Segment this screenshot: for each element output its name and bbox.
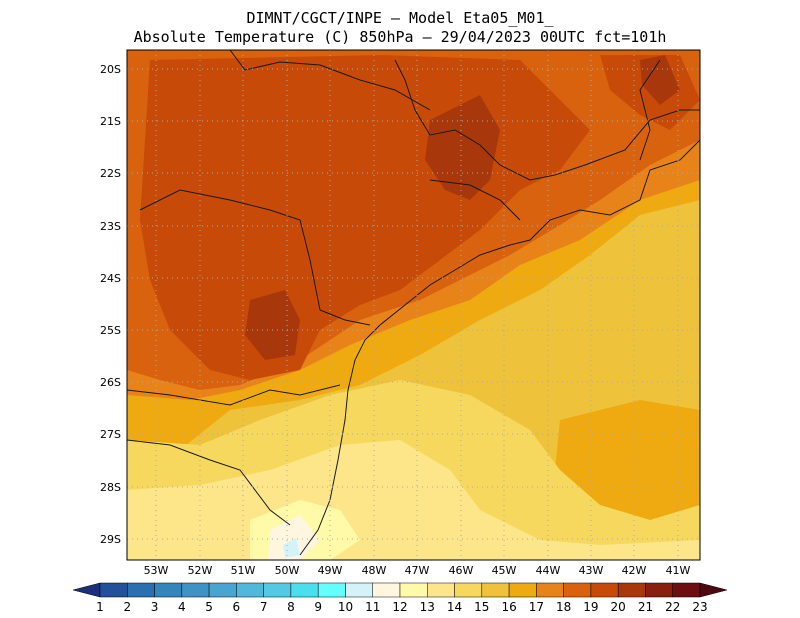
lat-label: 24S: [100, 272, 121, 285]
graticule: [127, 50, 700, 560]
field-21-ne: [640, 55, 680, 105]
colorbar-segment: [127, 582, 155, 598]
lat-label: 21S: [100, 115, 121, 128]
lon-label: 41W: [666, 564, 691, 577]
lon-label: 49W: [318, 564, 343, 577]
colorbar-segment: [481, 582, 510, 598]
colorbar-segment: [617, 582, 646, 598]
colorbar-label: 15: [474, 600, 489, 614]
colorbar-label: 4: [178, 600, 186, 614]
lon-label: 51W: [231, 564, 256, 577]
map-title-line-1: DIMNT/CGCT/INPE – Model Eta05_M01_: [246, 9, 554, 27]
colorbar-label: 12: [392, 600, 407, 614]
colorbar-label: 9: [314, 600, 322, 614]
lon-label: 44W: [536, 564, 561, 577]
colorbar-segment: [645, 582, 673, 598]
colorbar-arrow-high: [699, 582, 728, 598]
colorbar-label: 13: [420, 600, 435, 614]
lon-label: 46W: [449, 564, 474, 577]
lat-label: 26S: [100, 376, 121, 389]
colorbar-segment: [372, 582, 401, 598]
colorbar-label: 14: [447, 600, 462, 614]
colorbar-segment: [181, 582, 210, 598]
colorbar-segment: [99, 582, 128, 598]
colorbar-label: 11: [365, 600, 380, 614]
colorbar-segment: [427, 582, 455, 598]
colorbar-segment: [563, 582, 592, 598]
colorbar-label: 1: [96, 600, 104, 614]
lon-label: 47W: [405, 564, 430, 577]
colorbar-segment: [536, 582, 564, 598]
map-title-line-2: Absolute Temperature (C) 850hPa – 29/04/…: [133, 28, 667, 46]
lat-label: 23S: [100, 220, 121, 233]
colorbar-labels: 1 2 3 4 5 6 7 8 9 10 11 12 13 14 15 16 17 18 19 20 21 22 23: [96, 600, 707, 614]
colorbar-label: 3: [151, 600, 159, 614]
colorbar-label: 19: [583, 600, 598, 614]
colorbar-label: 16: [501, 600, 516, 614]
colorbar-segment: [345, 582, 373, 598]
longitude-labels: 53W 52W 51W 50W 49W 48W 47W 46W 45W 44W …: [144, 564, 691, 577]
colorbar-segment: [208, 582, 237, 598]
lon-label: 42W: [622, 564, 647, 577]
colorbar-label: 17: [529, 600, 544, 614]
lat-label: 20S: [100, 63, 121, 76]
lat-label: 28S: [100, 481, 121, 494]
colorbar-segment: [672, 582, 701, 598]
colorbar-segment: [236, 582, 264, 598]
colorbar-label: 23: [692, 600, 707, 614]
colorbar-label: 22: [665, 600, 680, 614]
colorbar-segment: [317, 582, 346, 598]
colorbar-segment: [290, 582, 319, 598]
latitude-labels: 20S 21S 22S 23S 24S 25S 26S 27S 28S 29S: [100, 63, 121, 546]
colorbar-label: 21: [638, 600, 653, 614]
lat-label: 25S: [100, 324, 121, 337]
field-12: [268, 515, 320, 560]
lon-label: 50W: [275, 564, 300, 577]
lat-label: 29S: [100, 533, 121, 546]
colorbar-label: 8: [287, 600, 295, 614]
lat-label: 22S: [100, 167, 121, 180]
colorbar-segment: [399, 582, 428, 598]
lon-label: 43W: [579, 564, 604, 577]
colorbar-label: 2: [123, 600, 131, 614]
colorbar: [72, 582, 728, 598]
colorbar-label: 10: [338, 600, 353, 614]
colorbar-label: 20: [611, 600, 626, 614]
colorbar-arrow-low: [72, 582, 101, 598]
lon-label: 48W: [362, 564, 387, 577]
colorbar-label: 18: [556, 600, 571, 614]
map-frame: [126, 49, 701, 561]
lon-label: 53W: [144, 564, 169, 577]
field-11: [283, 538, 300, 558]
colorbar-label: 7: [260, 600, 268, 614]
colorbar-segment: [454, 582, 483, 598]
colorbar-label: 6: [233, 600, 241, 614]
colorbar-segment: [508, 582, 537, 598]
lon-label: 45W: [492, 564, 517, 577]
colorbar-segment: [154, 582, 183, 598]
field-21-west: [245, 290, 300, 360]
lat-label: 27S: [100, 428, 121, 441]
colorbar-segment: [590, 582, 619, 598]
lon-label: 52W: [188, 564, 213, 577]
colorbar-label: 5: [205, 600, 213, 614]
colorbar-segment: [263, 582, 292, 598]
field-21-center: [425, 95, 500, 200]
temperature-field: [127, 50, 700, 560]
